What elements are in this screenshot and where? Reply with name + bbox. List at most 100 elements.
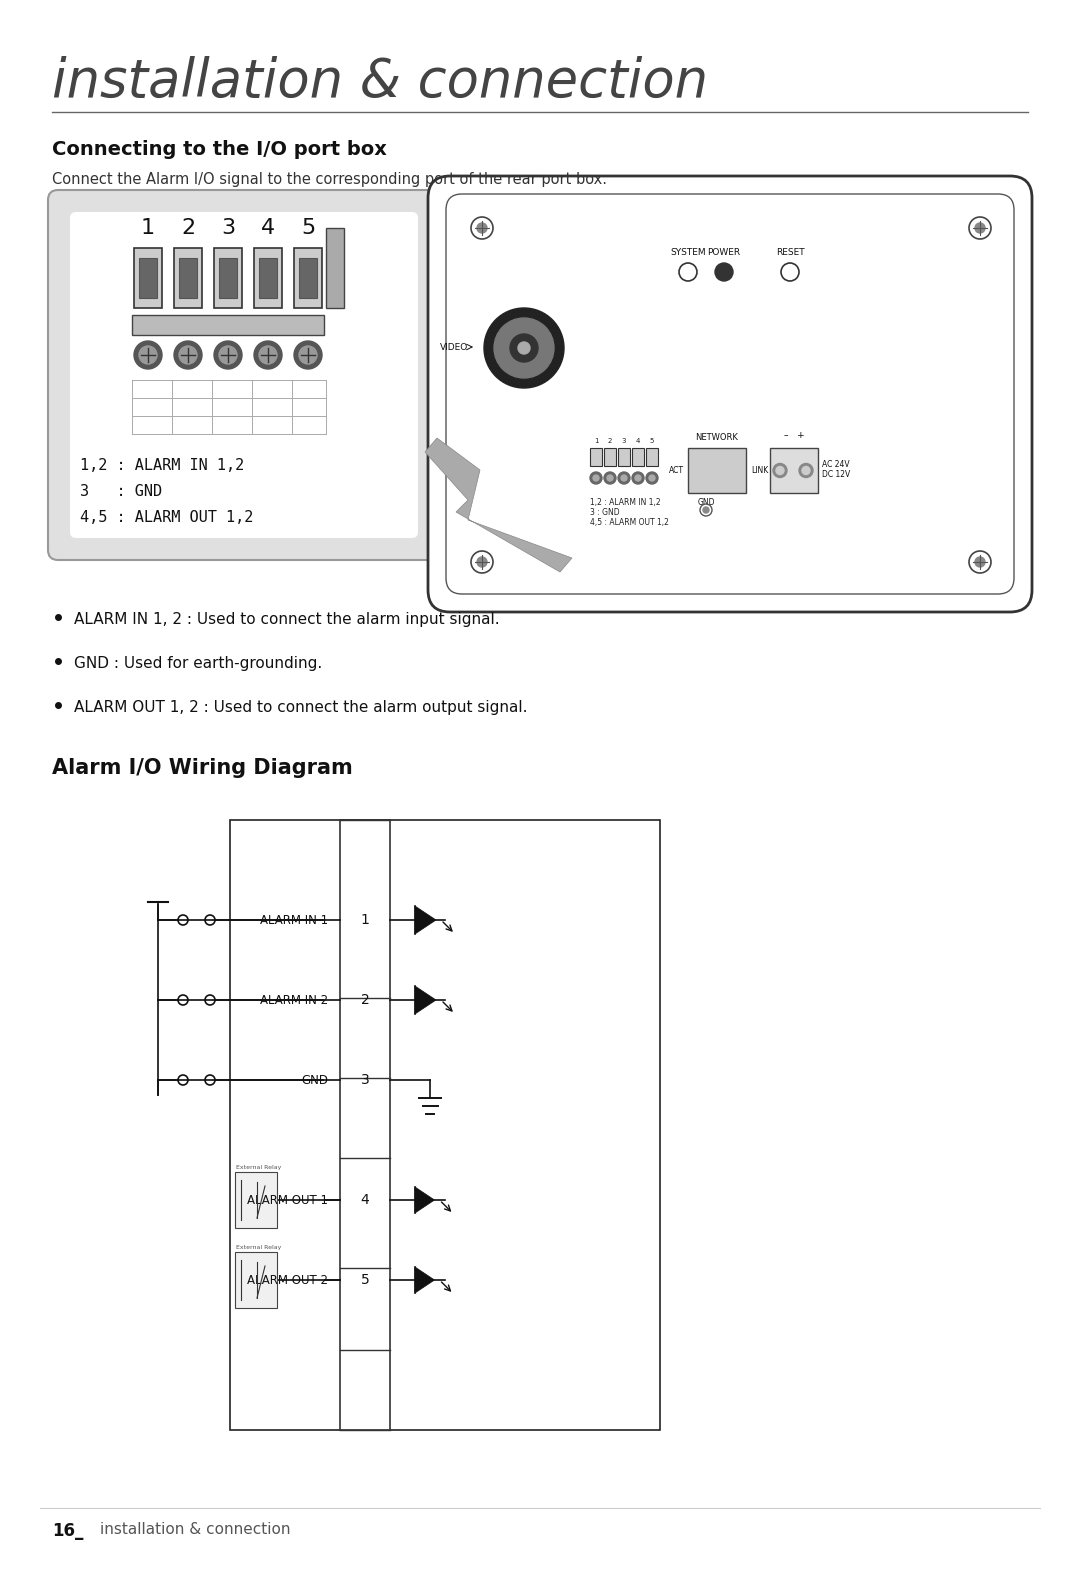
Bar xyxy=(230,820,660,1430)
Text: 4,5 : ALARM OUT 1,2: 4,5 : ALARM OUT 1,2 xyxy=(80,511,254,525)
Bar xyxy=(174,248,202,308)
Text: Connecting to the I/O port box: Connecting to the I/O port box xyxy=(52,140,387,159)
Text: GND: GND xyxy=(698,498,715,507)
Text: installation & connection: installation & connection xyxy=(100,1522,291,1536)
Text: –   +: – + xyxy=(784,430,805,440)
Text: installation & connection: installation & connection xyxy=(52,57,708,108)
Text: 2: 2 xyxy=(608,438,612,445)
Circle shape xyxy=(294,341,322,369)
Circle shape xyxy=(975,223,985,233)
Bar xyxy=(646,448,658,467)
Circle shape xyxy=(646,471,658,484)
Circle shape xyxy=(510,335,538,361)
Circle shape xyxy=(179,346,197,364)
Circle shape xyxy=(703,507,708,514)
Polygon shape xyxy=(415,1188,434,1213)
Text: GND : Used for earth-grounding.: GND : Used for earth-grounding. xyxy=(75,657,322,671)
Text: 3: 3 xyxy=(622,438,626,445)
Circle shape xyxy=(134,341,162,369)
Circle shape xyxy=(477,223,487,233)
FancyBboxPatch shape xyxy=(70,212,418,537)
Circle shape xyxy=(649,474,654,481)
Circle shape xyxy=(259,346,276,364)
Circle shape xyxy=(802,467,810,474)
Circle shape xyxy=(214,341,242,369)
Circle shape xyxy=(621,474,627,481)
Circle shape xyxy=(604,471,616,484)
Bar xyxy=(770,448,818,493)
Polygon shape xyxy=(426,438,572,572)
Bar xyxy=(179,258,197,298)
Bar xyxy=(235,1172,276,1229)
Text: 1,2 : ALARM IN 1,2: 1,2 : ALARM IN 1,2 xyxy=(590,498,661,507)
Text: 1: 1 xyxy=(140,218,156,237)
Text: 1: 1 xyxy=(594,438,598,445)
Circle shape xyxy=(477,558,487,567)
FancyBboxPatch shape xyxy=(446,193,1014,594)
Text: LINK: LINK xyxy=(752,467,769,474)
Circle shape xyxy=(518,342,530,353)
Text: 2: 2 xyxy=(361,993,369,1007)
Text: ALARM IN 2: ALARM IN 2 xyxy=(260,993,328,1007)
Text: 16_: 16_ xyxy=(52,1522,83,1540)
Circle shape xyxy=(777,467,784,474)
Text: 3 : GND: 3 : GND xyxy=(590,507,620,517)
Text: 1,2 : ALARM IN 1,2: 1,2 : ALARM IN 1,2 xyxy=(80,459,244,473)
Text: 4: 4 xyxy=(261,218,275,237)
FancyBboxPatch shape xyxy=(428,176,1032,613)
Text: 5: 5 xyxy=(361,1273,369,1287)
Text: SYSTEM: SYSTEM xyxy=(671,248,706,258)
Text: 4: 4 xyxy=(636,438,640,445)
Text: External Relay: External Relay xyxy=(237,1166,282,1170)
Text: ALARM OUT 1, 2 : Used to connect the alarm output signal.: ALARM OUT 1, 2 : Used to connect the ala… xyxy=(75,701,527,715)
Bar xyxy=(254,248,282,308)
Text: 2: 2 xyxy=(181,218,195,237)
Circle shape xyxy=(254,341,282,369)
Text: ALARM IN 1: ALARM IN 1 xyxy=(260,913,328,927)
Text: NETWORK: NETWORK xyxy=(696,434,739,441)
Text: 3: 3 xyxy=(361,1073,369,1087)
Bar xyxy=(214,248,242,308)
Circle shape xyxy=(593,474,599,481)
Bar xyxy=(618,448,630,467)
Bar xyxy=(139,258,157,298)
Text: ALARM OUT 1: ALARM OUT 1 xyxy=(247,1194,328,1207)
Text: AC 24V: AC 24V xyxy=(822,460,850,470)
Polygon shape xyxy=(415,987,436,1013)
Text: 4,5 : ALARM OUT 1,2: 4,5 : ALARM OUT 1,2 xyxy=(590,518,669,526)
Bar xyxy=(604,448,616,467)
Bar xyxy=(299,258,318,298)
Bar xyxy=(590,448,602,467)
Text: ACT: ACT xyxy=(669,467,684,474)
Text: ALARM OUT 2: ALARM OUT 2 xyxy=(247,1274,328,1287)
Circle shape xyxy=(773,463,787,478)
Circle shape xyxy=(715,262,733,281)
Bar xyxy=(326,228,345,308)
Circle shape xyxy=(299,346,318,364)
Bar xyxy=(132,316,324,335)
Text: RESET: RESET xyxy=(775,248,805,258)
Text: 1: 1 xyxy=(361,913,369,927)
Circle shape xyxy=(494,317,554,379)
Circle shape xyxy=(219,346,237,364)
Text: 5: 5 xyxy=(650,438,654,445)
Text: DC 12V: DC 12V xyxy=(822,470,850,479)
Circle shape xyxy=(174,341,202,369)
Text: External Relay: External Relay xyxy=(237,1244,282,1251)
Bar xyxy=(632,448,644,467)
FancyBboxPatch shape xyxy=(48,190,440,559)
Text: 4: 4 xyxy=(361,1192,369,1207)
Bar xyxy=(688,448,746,493)
Bar xyxy=(219,258,237,298)
Circle shape xyxy=(590,471,602,484)
Circle shape xyxy=(484,308,564,388)
Bar xyxy=(134,248,162,308)
Text: POWER: POWER xyxy=(707,248,741,258)
Circle shape xyxy=(975,558,985,567)
Text: 5: 5 xyxy=(301,218,315,237)
Circle shape xyxy=(799,463,813,478)
Bar xyxy=(340,820,390,1430)
Circle shape xyxy=(635,474,642,481)
Polygon shape xyxy=(415,906,436,935)
Text: ALARM IN 1, 2 : Used to connect the alarm input signal.: ALARM IN 1, 2 : Used to connect the alar… xyxy=(75,613,500,627)
